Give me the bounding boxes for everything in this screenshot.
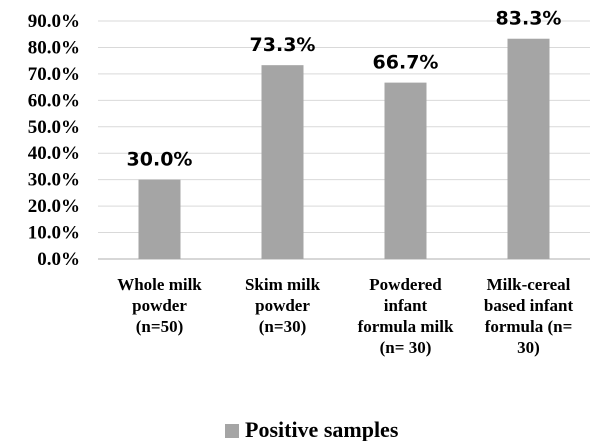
y-tick-label: 60.0% — [28, 90, 80, 111]
legend-swatch — [225, 424, 239, 438]
data-label: 30.0% — [127, 149, 193, 171]
x-axis-category-labels: Whole milk powder (n=50) Skim milk powder (n=… — [117, 275, 573, 357]
bars — [138, 38, 550, 260]
bar — [384, 82, 427, 259]
x-category-label: Skim milk powder (n=30) — [245, 275, 321, 336]
y-tick-label: 20.0% — [28, 196, 80, 217]
legend-label: Positive samples — [245, 417, 399, 441]
x-category-label: Powdered infant formula milk (n= 30) — [358, 275, 454, 357]
x-category-label: Milk-cereal based infant formula (n= 30) — [484, 275, 574, 357]
data-label: 66.7% — [373, 52, 439, 74]
bar — [138, 179, 181, 259]
y-axis-tick-labels: 0.0% 10.0% 20.0% 30.0% 40.0% 50.0% 60.0% 70.0% 8… — [28, 11, 80, 270]
legend: Positive samples — [225, 417, 399, 441]
x-category-label: Whole milk powder (n=50) — [117, 275, 202, 336]
y-tick-label: 40.0% — [28, 143, 80, 164]
y-tick-label: 30.0% — [28, 170, 80, 191]
y-tick-label: 80.0% — [28, 37, 80, 58]
y-tick-label: 0.0% — [37, 249, 80, 270]
y-tick-label: 10.0% — [28, 223, 80, 244]
data-labels: 30.0% 73.3% 66.7% 83.3% — [127, 8, 562, 171]
bar — [507, 38, 550, 260]
y-tick-label: 70.0% — [28, 64, 80, 85]
bar — [261, 65, 304, 259]
data-label: 73.3% — [250, 34, 316, 56]
data-label: 83.3% — [496, 8, 562, 30]
y-tick-label: 50.0% — [28, 117, 80, 138]
y-tick-label: 90.0% — [28, 11, 80, 32]
